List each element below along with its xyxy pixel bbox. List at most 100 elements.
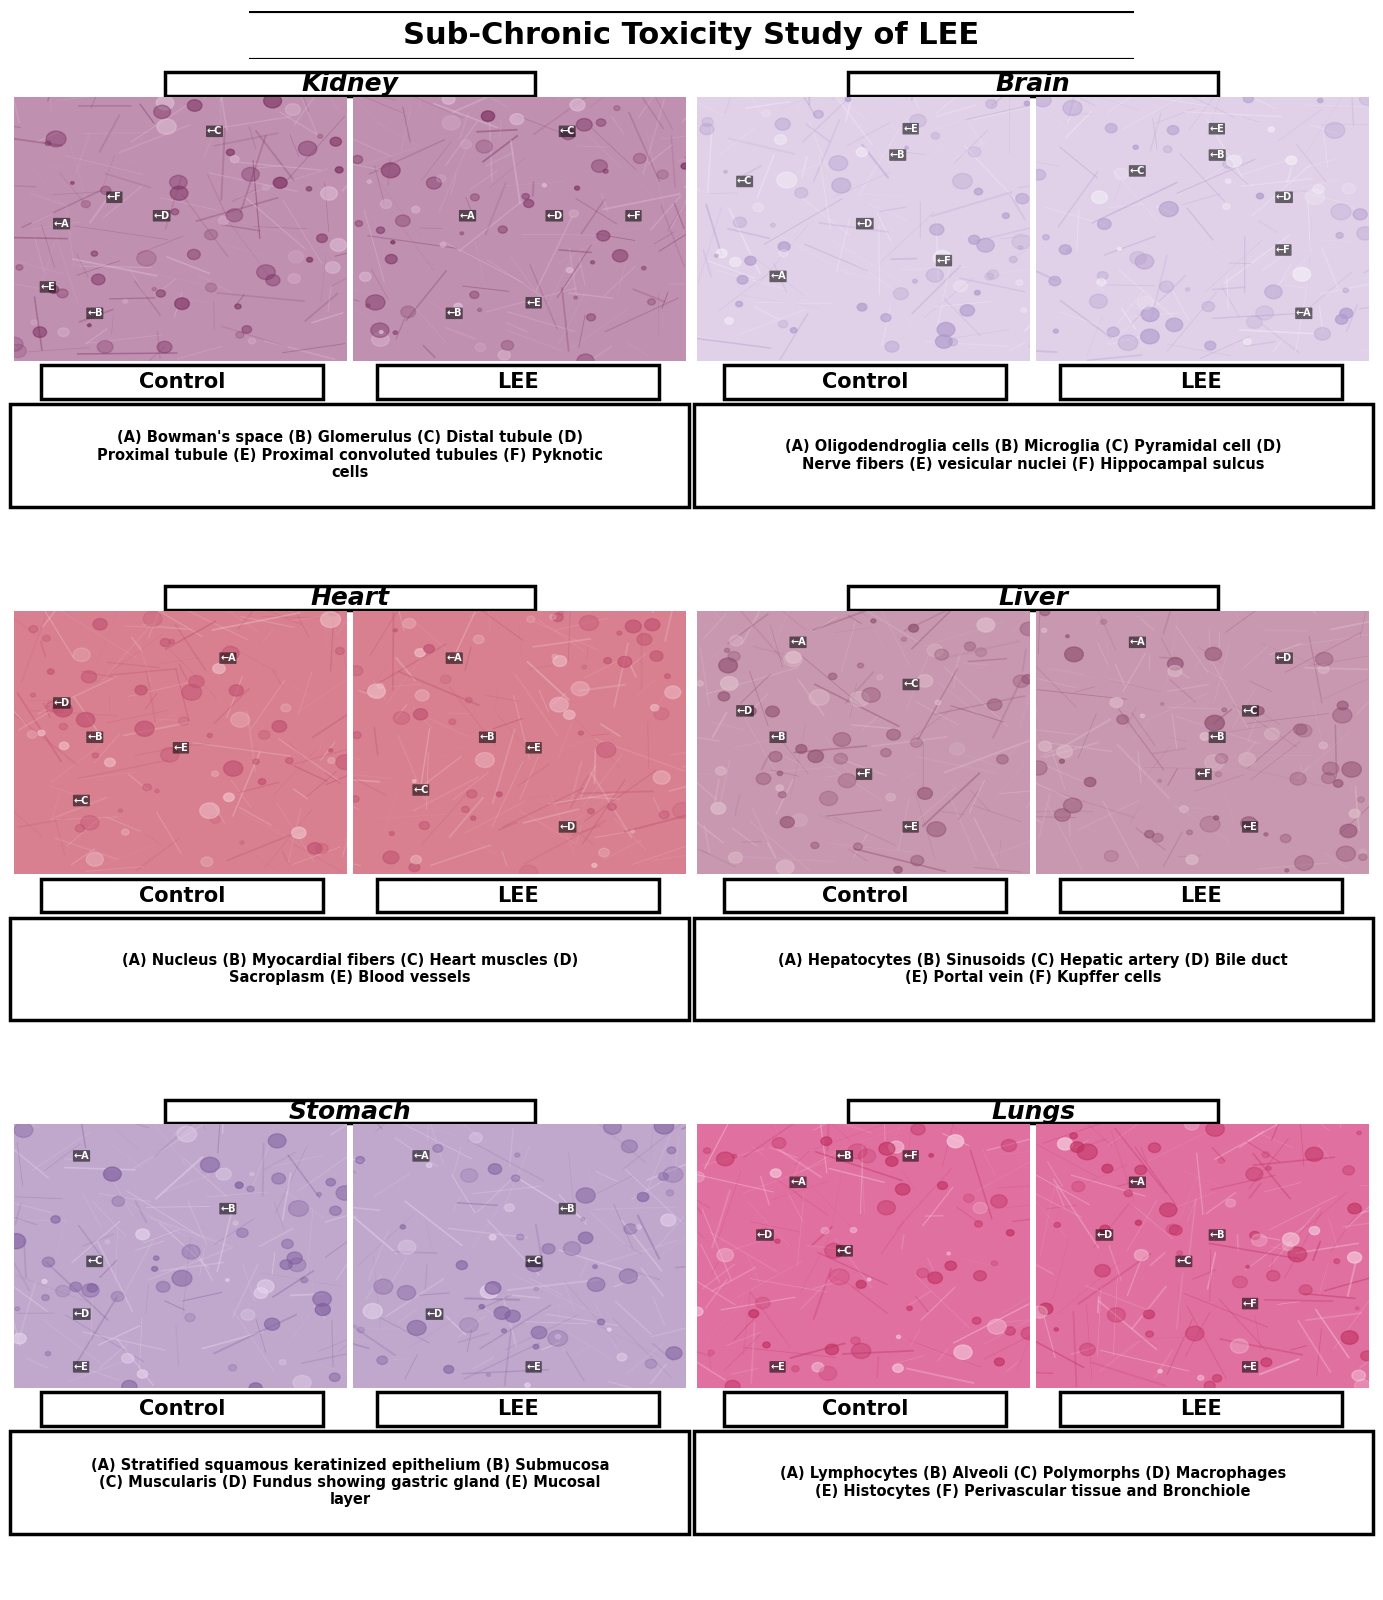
Circle shape xyxy=(1072,1181,1084,1192)
Circle shape xyxy=(201,1157,220,1173)
Circle shape xyxy=(1163,146,1171,152)
Circle shape xyxy=(665,674,671,678)
Circle shape xyxy=(736,301,743,307)
Text: ←F: ←F xyxy=(1243,1299,1257,1309)
Circle shape xyxy=(122,829,129,835)
Circle shape xyxy=(459,1318,479,1333)
Circle shape xyxy=(719,658,737,674)
Circle shape xyxy=(355,1157,365,1163)
Circle shape xyxy=(1134,1250,1148,1261)
Circle shape xyxy=(1040,608,1050,616)
Circle shape xyxy=(968,147,981,157)
Circle shape xyxy=(1333,779,1343,787)
Circle shape xyxy=(553,656,567,667)
Circle shape xyxy=(1185,1118,1199,1130)
Circle shape xyxy=(154,1256,159,1261)
Circle shape xyxy=(54,702,72,717)
Circle shape xyxy=(76,712,95,726)
Circle shape xyxy=(188,250,201,259)
Circle shape xyxy=(660,811,669,819)
Circle shape xyxy=(216,1168,231,1181)
Circle shape xyxy=(976,238,994,253)
Circle shape xyxy=(954,282,967,291)
FancyBboxPatch shape xyxy=(723,365,1007,398)
Circle shape xyxy=(51,1216,59,1222)
Text: ←A: ←A xyxy=(414,1150,429,1162)
Circle shape xyxy=(1336,846,1355,861)
Circle shape xyxy=(1014,675,1029,688)
Circle shape xyxy=(527,1259,542,1272)
Circle shape xyxy=(14,1123,33,1138)
Circle shape xyxy=(378,1357,387,1365)
Circle shape xyxy=(158,341,171,354)
Circle shape xyxy=(101,186,111,195)
Circle shape xyxy=(976,618,994,632)
Text: ←E: ←E xyxy=(903,123,918,134)
Circle shape xyxy=(1246,315,1263,328)
Text: ←A: ←A xyxy=(220,653,235,662)
Circle shape xyxy=(263,186,270,190)
Circle shape xyxy=(136,685,147,694)
Circle shape xyxy=(653,771,669,784)
Circle shape xyxy=(990,1195,1007,1208)
Text: (A) Nucleus (B) Myocardial fibers (C) Heart muscles (D)
Sacroplasm (E) Blood ves: (A) Nucleus (B) Myocardial fibers (C) He… xyxy=(122,952,578,986)
Circle shape xyxy=(987,699,1001,710)
Circle shape xyxy=(46,1352,51,1355)
Circle shape xyxy=(752,203,763,211)
Circle shape xyxy=(279,1360,286,1365)
Circle shape xyxy=(910,738,922,747)
Circle shape xyxy=(331,138,342,146)
Circle shape xyxy=(776,786,783,790)
Circle shape xyxy=(501,341,513,350)
Circle shape xyxy=(307,843,322,854)
Circle shape xyxy=(390,832,394,835)
Circle shape xyxy=(1012,235,1030,250)
Circle shape xyxy=(938,323,954,336)
Circle shape xyxy=(379,331,383,333)
Circle shape xyxy=(1205,715,1224,731)
Circle shape xyxy=(1066,250,1070,253)
Circle shape xyxy=(1097,272,1108,280)
Circle shape xyxy=(784,651,802,667)
Circle shape xyxy=(624,1224,638,1234)
Circle shape xyxy=(1152,834,1163,842)
Circle shape xyxy=(885,341,899,352)
Circle shape xyxy=(1115,168,1129,179)
Circle shape xyxy=(178,717,189,725)
Circle shape xyxy=(1057,746,1072,758)
Circle shape xyxy=(402,618,416,629)
Circle shape xyxy=(603,1120,621,1134)
Circle shape xyxy=(730,258,741,267)
Circle shape xyxy=(1141,307,1159,322)
Circle shape xyxy=(1256,306,1274,320)
Text: ←F: ←F xyxy=(1196,770,1212,779)
Circle shape xyxy=(1354,1379,1371,1392)
Circle shape xyxy=(1312,184,1324,194)
Circle shape xyxy=(934,251,952,266)
Circle shape xyxy=(470,291,479,299)
Circle shape xyxy=(631,830,635,834)
Circle shape xyxy=(834,754,848,765)
Circle shape xyxy=(1098,219,1111,229)
Circle shape xyxy=(1322,762,1339,774)
Circle shape xyxy=(1351,1370,1365,1381)
Circle shape xyxy=(170,186,188,200)
Circle shape xyxy=(469,1133,483,1142)
Circle shape xyxy=(257,264,275,280)
Circle shape xyxy=(224,762,243,776)
FancyBboxPatch shape xyxy=(11,1432,689,1534)
Circle shape xyxy=(828,674,837,680)
Circle shape xyxy=(335,166,343,173)
FancyBboxPatch shape xyxy=(694,918,1372,1021)
Circle shape xyxy=(1124,1190,1133,1197)
Circle shape xyxy=(183,1245,201,1259)
Circle shape xyxy=(259,779,266,784)
Circle shape xyxy=(223,646,239,659)
Circle shape xyxy=(1361,1350,1373,1360)
Text: ←D: ←D xyxy=(737,706,754,715)
Circle shape xyxy=(225,1278,230,1282)
Circle shape xyxy=(230,155,239,163)
Circle shape xyxy=(994,1358,1004,1366)
Circle shape xyxy=(1105,851,1119,861)
Text: ←E: ←E xyxy=(173,742,188,752)
